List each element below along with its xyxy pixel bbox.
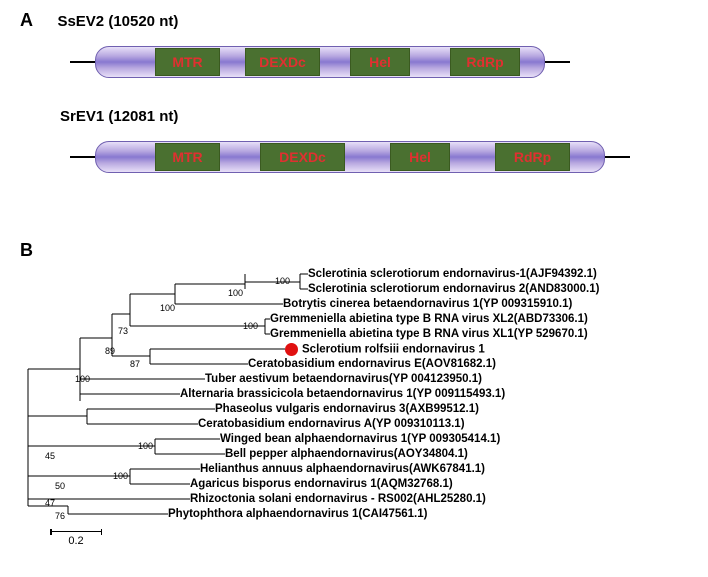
taxon-name: Sclerotinia sclerotiorum endornavirus 2(… xyxy=(308,283,599,295)
bootstrap-value: 87 xyxy=(130,359,140,369)
panel-a: A SsEV2 (10520 nt) MTR DEXDc Hel RdRp SrEV1… xyxy=(20,10,688,203)
domain-rdrp: RdRp xyxy=(450,48,520,76)
taxon-label: Gremmeniella abietina type B RNA virus X… xyxy=(270,313,588,325)
scale-value: 0.2 xyxy=(50,535,102,547)
taxon-label: Sclerotium rolfsiii endornavirus 1 xyxy=(285,343,485,356)
domain-hel: Hel xyxy=(350,48,410,76)
taxon-name: Bell pepper alphaendornavirus(AOY34804.1… xyxy=(225,448,468,460)
taxon-label: Rhizoctonia solani endornavirus - RS002(… xyxy=(190,493,486,505)
taxon-label: Phytophthora alphaendornavirus 1(CAI4756… xyxy=(168,508,427,520)
taxon-label: Sclerotinia sclerotiorum endornavirus-1(… xyxy=(308,268,597,280)
taxon-name: Ceratobasidium endornavirus A(YP 0093101… xyxy=(198,418,465,430)
bootstrap-value: 45 xyxy=(45,451,55,461)
genome-title-1: SrEV1 (12081 nt) xyxy=(60,108,178,125)
taxon-name: Helianthus annuus alphaendornavirus(AWK6… xyxy=(200,463,485,475)
taxon-name: Phaseolus vulgaris endornavirus 3(AXB995… xyxy=(215,403,479,415)
bootstrap-value: 100 xyxy=(228,288,243,298)
taxon-label: Sclerotinia sclerotiorum endornavirus 2(… xyxy=(308,283,599,295)
taxon-name: Agaricus bisporus endornavirus 1(AQM3276… xyxy=(190,478,453,490)
taxon-name: Ceratobasidium endornavirus E(AOV81682.1… xyxy=(248,358,496,370)
taxon-name: Alternaria brassicicola betaendornavirus… xyxy=(180,388,505,400)
bootstrap-value: 76 xyxy=(55,511,65,521)
bootstrap-value: 89 xyxy=(105,346,115,356)
taxon-name: Botrytis cinerea betaendornavirus 1(YP 0… xyxy=(283,298,572,310)
panel-b-label: B xyxy=(20,240,33,261)
panel-a-label: A xyxy=(20,10,33,31)
taxon-name: Winged bean alphaendornavirus 1(YP 00930… xyxy=(220,433,500,445)
scale-line xyxy=(50,531,102,532)
genome-title-0: SsEV2 (10520 nt) xyxy=(57,13,178,30)
domain-mtr: MTR xyxy=(155,143,220,171)
genome-diagram-1: MTR DEXDc Hel RdRp xyxy=(70,136,688,178)
taxon-label: Bell pepper alphaendornavirus(AOY34804.1… xyxy=(225,448,468,460)
domain-dexdc: DEXDc xyxy=(260,143,345,171)
bootstrap-value: 100 xyxy=(160,303,175,313)
taxon-label: Winged bean alphaendornavirus 1(YP 00930… xyxy=(220,433,500,445)
bootstrap-value: 47 xyxy=(45,498,55,508)
taxon-label: Ceratobasidium endornavirus A(YP 0093101… xyxy=(198,418,465,430)
domain-mtr: MTR xyxy=(155,48,220,76)
taxon-label: Botrytis cinerea betaendornavirus 1(YP 0… xyxy=(283,298,572,310)
taxon-name: Rhizoctonia solani endornavirus - RS002(… xyxy=(190,493,486,505)
domain-hel: Hel xyxy=(390,143,450,171)
highlight-dot-icon xyxy=(285,343,298,356)
bootstrap-value: 100 xyxy=(113,471,128,481)
domain-rdrp: RdRp xyxy=(495,143,570,171)
bootstrap-value: 100 xyxy=(243,321,258,331)
taxon-name: Tuber aestivum betaendornavirus(YP 00412… xyxy=(205,373,482,385)
bootstrap-value: 100 xyxy=(275,276,290,286)
taxon-name: Phytophthora alphaendornavirus 1(CAI4756… xyxy=(168,508,427,520)
taxon-label: Phaseolus vulgaris endornavirus 3(AXB995… xyxy=(215,403,479,415)
bootstrap-value: 50 xyxy=(55,481,65,491)
taxon-label: Tuber aestivum betaendornavirus(YP 00412… xyxy=(205,373,482,385)
bootstrap-value: 100 xyxy=(75,374,90,384)
taxon-name: Gremmeniella abietina type B RNA virus X… xyxy=(270,313,588,325)
taxon-label: Gremmeniella abietina type B RNA virus X… xyxy=(270,328,588,340)
taxon-label: Helianthus annuus alphaendornavirus(AWK6… xyxy=(200,463,485,475)
domain-dexdc: DEXDc xyxy=(245,48,320,76)
bootstrap-value: 73 xyxy=(118,326,128,336)
taxon-label: Agaricus bisporus endornavirus 1(AQM3276… xyxy=(190,478,453,490)
bootstrap-value: 100 xyxy=(138,441,153,451)
taxon-name: Gremmeniella abietina type B RNA virus X… xyxy=(270,328,588,340)
scale-bar: 0.2 xyxy=(50,531,102,556)
taxon-name: Sclerotinia sclerotiorum endornavirus-1(… xyxy=(308,268,597,280)
taxon-label: Alternaria brassicicola betaendornavirus… xyxy=(180,388,505,400)
phylogenetic-tree: Sclerotinia sclerotiorum endornavirus-1(… xyxy=(20,266,688,546)
panel-b: B xyxy=(20,240,688,546)
genome-diagram-0: MTR DEXDc Hel RdRp xyxy=(70,41,688,83)
taxon-label: Ceratobasidium endornavirus E(AOV81682.1… xyxy=(248,358,496,370)
taxon-name: Sclerotium rolfsiii endornavirus 1 xyxy=(302,344,485,356)
